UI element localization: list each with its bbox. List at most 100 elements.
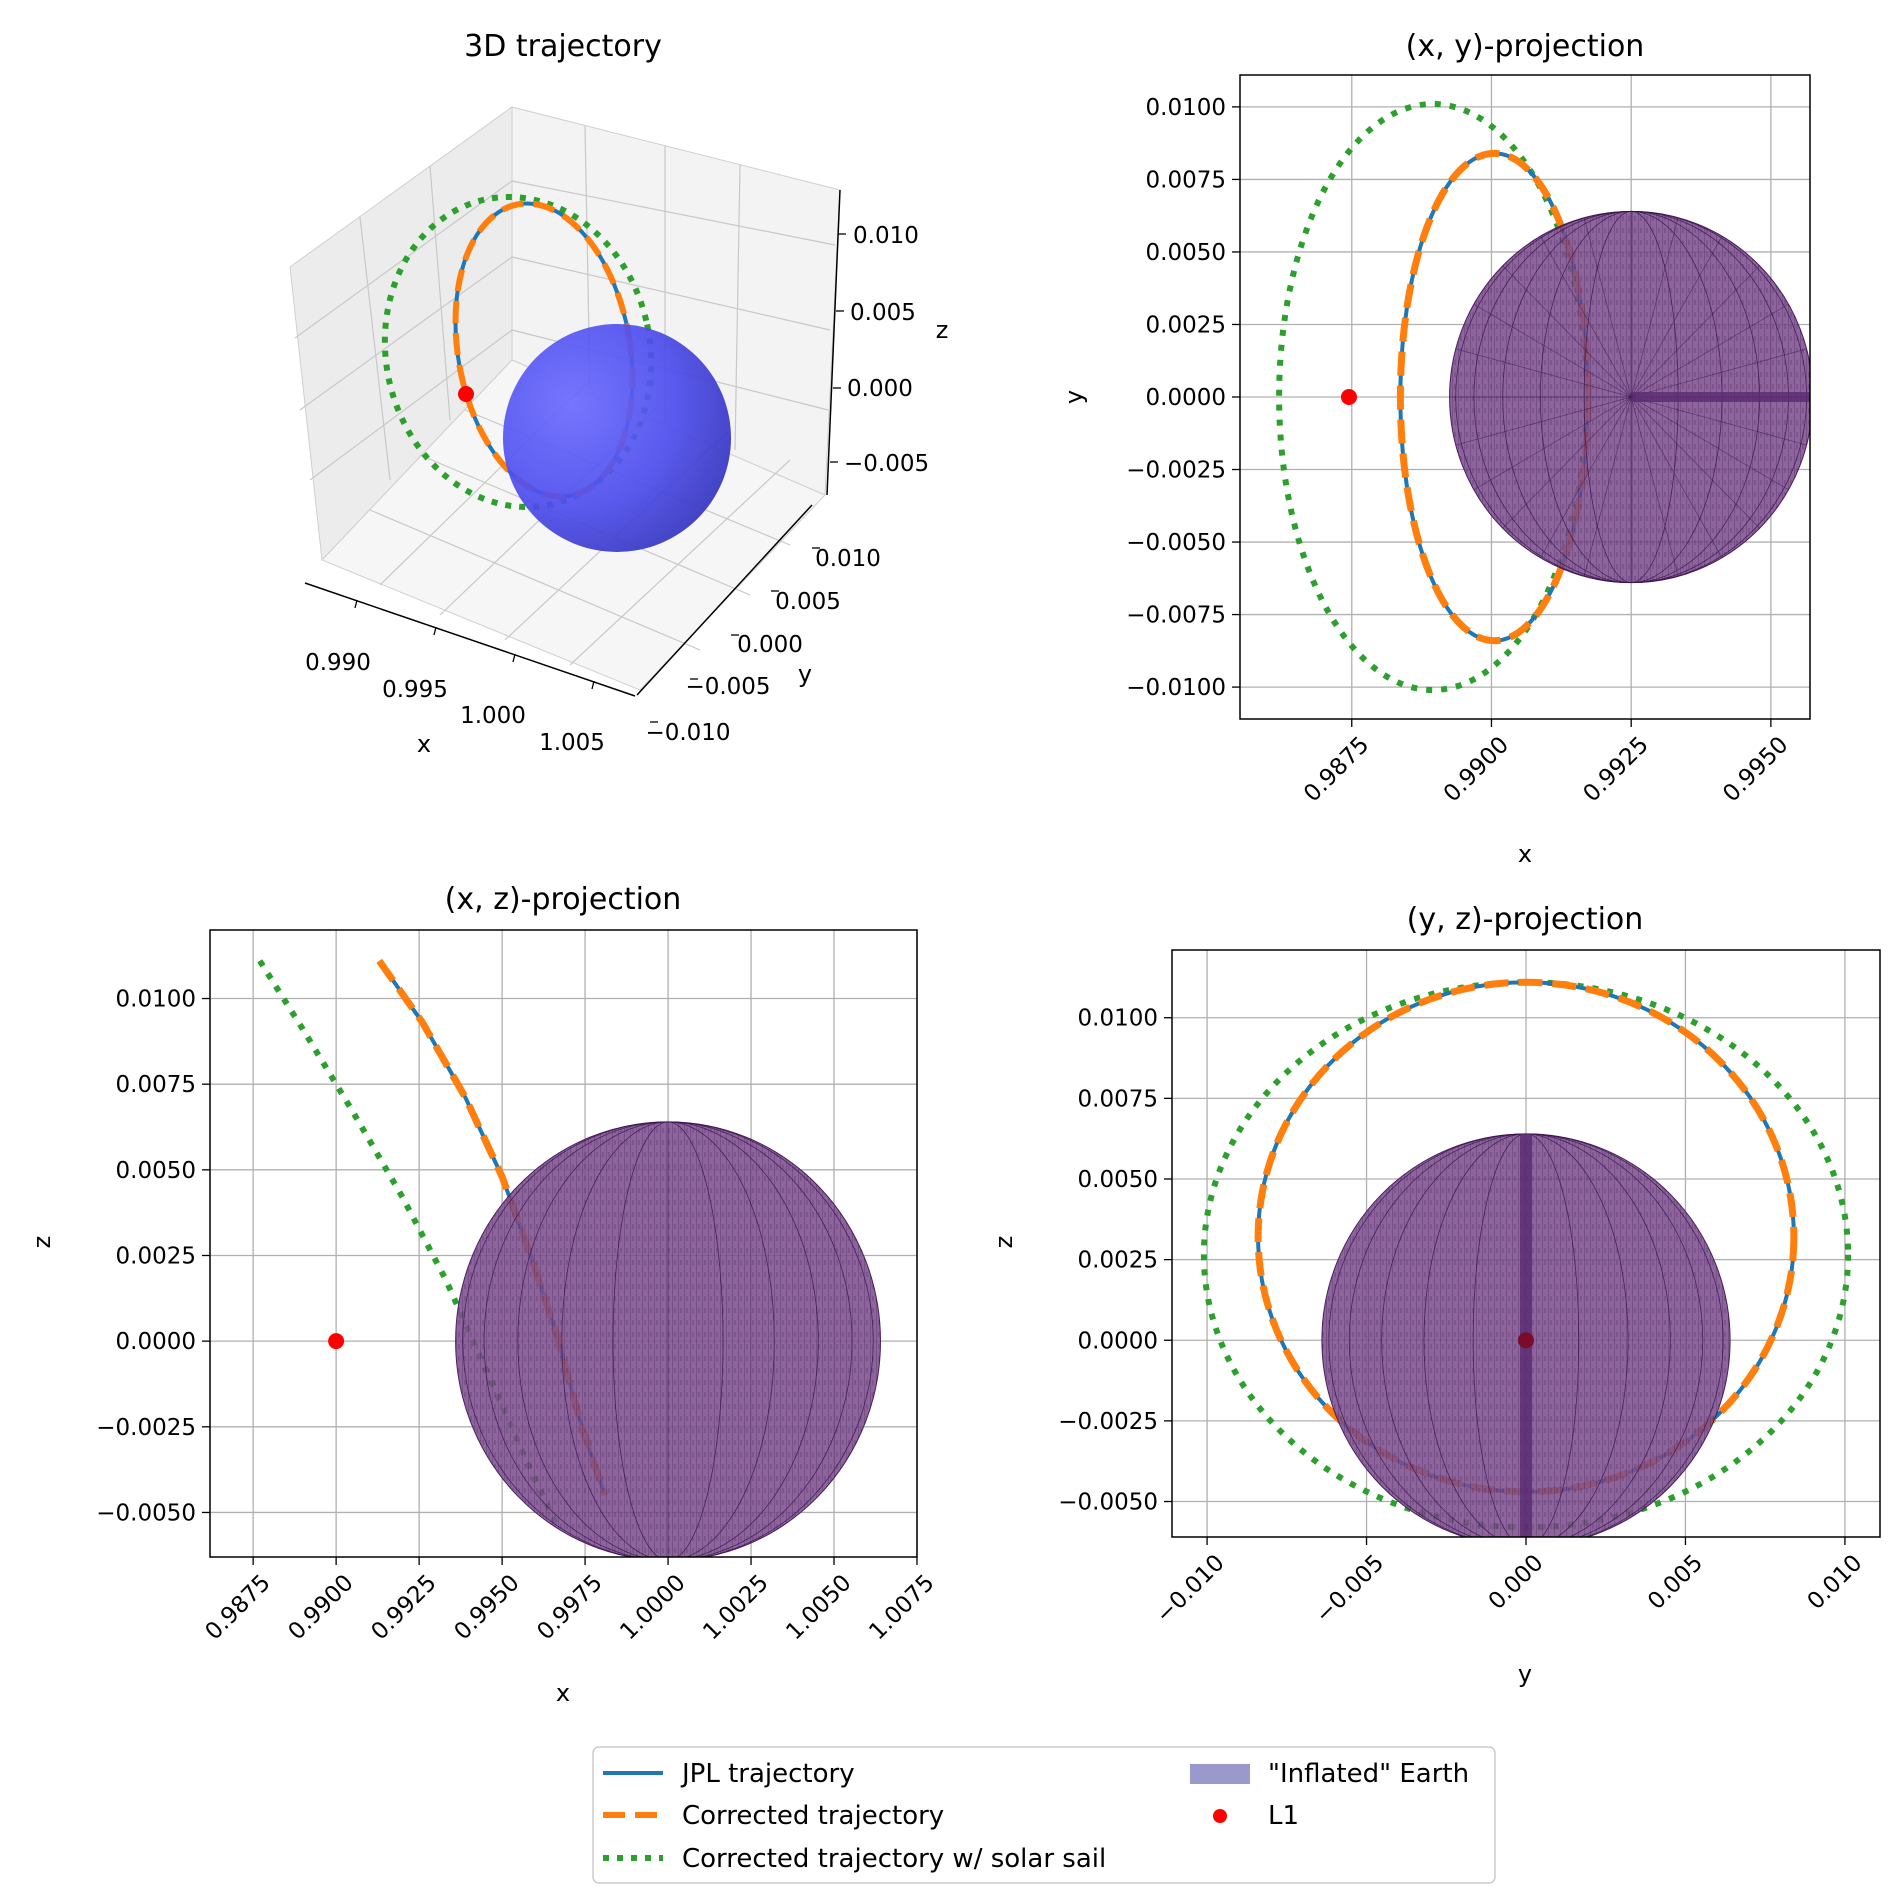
xz-x-tick-label: 1.0025 xyxy=(698,1570,773,1645)
panel-xy-title: (x, y)-projection xyxy=(1406,29,1645,64)
3d-y-tick: 0.010 xyxy=(815,546,881,572)
3d-x-tick: 0.995 xyxy=(382,677,448,703)
panel-xz-x-label: x xyxy=(556,1679,570,1707)
xz-y-tick-label: −0.0050 xyxy=(96,1500,196,1526)
legend: JPL trajectory Corrected trajectory Corr… xyxy=(592,1746,1496,1884)
3d-z-axis xyxy=(826,189,841,496)
xz-y-tick-label: 0.0100 xyxy=(116,987,196,1013)
xz-x-tick-label: 1.0000 xyxy=(615,1570,690,1645)
xy-y-tick-label: 0.0025 xyxy=(1146,312,1226,338)
xy-earth-mesh xyxy=(1630,396,1789,491)
xz-earth-mesh xyxy=(462,1121,874,1557)
panel-xy-projection: (x, y)-projection x y 0.9875 0.9900 0.9925… xyxy=(1060,29,1811,868)
panel-yz-x-label: y xyxy=(1518,1660,1532,1688)
xy-earth-mesh xyxy=(1630,396,1723,558)
xy-l1-marker xyxy=(1340,389,1357,405)
3d-y-axis xyxy=(636,504,813,696)
xy-earth-mesh xyxy=(1630,396,1760,529)
xy-earth-mesh xyxy=(1455,348,1632,398)
yz-l1-marker xyxy=(1518,1332,1534,1349)
3d-x-tick: 0.990 xyxy=(305,650,371,676)
xz-x-tick-label: 0.9900 xyxy=(283,1570,358,1645)
xy-x-tick-label: 0.9875 xyxy=(1299,732,1374,807)
3d-earth-sphere xyxy=(503,324,731,552)
xy-y-tick-label: −0.0075 xyxy=(1126,603,1226,629)
xy-earth-mesh xyxy=(1631,396,1807,446)
xy-earth-mesh xyxy=(1502,396,1632,529)
legend-swatch-earth xyxy=(1190,1764,1250,1784)
panel-xy-x-label: x xyxy=(1518,840,1532,868)
xy-earth-seam xyxy=(1631,392,1810,402)
xy-earth-mesh xyxy=(1631,348,1807,398)
3d-z-tick: 0.000 xyxy=(847,376,913,402)
panel-xz-title: (x, z)-projection xyxy=(445,882,682,917)
legend-label-earth: "Inflated" Earth xyxy=(1268,1759,1469,1789)
xy-y-tick-label: 0.0000 xyxy=(1146,385,1226,411)
yz-x-tick-label: 0.010 xyxy=(1803,1550,1868,1615)
legend-label-corrected: Corrected trajectory xyxy=(682,1801,944,1831)
yz-x-tick-label: −0.005 xyxy=(1311,1550,1390,1629)
legend-label-l1: L1 xyxy=(1268,1801,1299,1831)
xy-earth-mesh xyxy=(1583,396,1632,577)
xz-y-tick-label: 0.0075 xyxy=(116,1072,196,1098)
panel-yz-projection: (y, z)-projection y z −0.010 −0.005 0.000 0… xyxy=(990,902,1881,1688)
xy-x-tick-label: 0.9900 xyxy=(1439,732,1514,807)
3d-x-label: x xyxy=(417,730,431,758)
xy-earth-mesh xyxy=(1583,217,1632,398)
3d-x-tick: 1.005 xyxy=(539,730,605,756)
xy-earth-mesh xyxy=(1473,396,1632,491)
3d-z-tick: 0.010 xyxy=(853,223,919,249)
xz-plot-area xyxy=(257,958,881,1557)
panel-yz-title: (y, z)-projection xyxy=(1407,902,1644,937)
xy-earth-mesh xyxy=(1540,396,1632,558)
3d-y-tick: 0.000 xyxy=(737,632,803,658)
3d-z-tick: −0.005 xyxy=(844,451,929,477)
panel-3d-title: 3D trajectory xyxy=(464,29,662,64)
yz-y-tick-label: 0.0000 xyxy=(1078,1328,1158,1354)
xz-l1-marker xyxy=(328,1333,345,1350)
xz-axes-frame xyxy=(209,929,918,1558)
xy-earth-mesh xyxy=(1502,265,1632,398)
panel-xz-projection: (x, z)-projection x z 0.9875 0.9900 0.9925… xyxy=(28,882,940,1707)
3d-y-tick: 0.005 xyxy=(775,589,841,615)
yz-x-tick-label: −0.010 xyxy=(1151,1550,1230,1629)
xy-x-tick-label: 0.9925 xyxy=(1579,732,1654,807)
panel-xz-y-label: z xyxy=(28,1236,56,1249)
yz-y-tick-label: −0.0050 xyxy=(1058,1490,1158,1516)
xy-earth-mesh xyxy=(1540,236,1632,398)
yz-plot-area xyxy=(1200,978,1852,1537)
legend-label-jpl: JPL trajectory xyxy=(680,1759,855,1789)
3d-y-label: y xyxy=(798,660,812,688)
panel-yz-y-label: z xyxy=(990,1236,1018,1249)
xy-earth-mesh xyxy=(1630,236,1723,398)
panel-3d: 3D trajectory xyxy=(289,29,949,758)
xy-earth-mesh xyxy=(1455,396,1632,446)
3d-x-tick: 1.000 xyxy=(460,703,526,729)
xz-y-tick-label: 0.0025 xyxy=(116,1243,196,1269)
3d-z-tick: 0.005 xyxy=(850,300,916,326)
yz-x-tick-label: 0.000 xyxy=(1484,1550,1549,1615)
yz-y-tick-label: 0.0050 xyxy=(1078,1167,1158,1193)
yz-y-tick-label: 0.0100 xyxy=(1078,1006,1158,1032)
3d-l1-marker xyxy=(458,386,474,402)
xy-earth-mesh xyxy=(1473,303,1632,398)
xy-y-tick-label: 0.0100 xyxy=(1146,95,1226,121)
3d-y-tick: −0.010 xyxy=(645,720,730,746)
xz-y-tick-label: 0.0050 xyxy=(116,1158,196,1184)
legend-swatch-l1 xyxy=(1213,1809,1227,1823)
xz-x-tick-label: 1.0050 xyxy=(781,1570,856,1645)
3d-y-tick: −0.005 xyxy=(685,674,770,700)
xy-y-tick-label: −0.0100 xyxy=(1126,675,1226,701)
yz-y-tick-label: 0.0075 xyxy=(1078,1086,1158,1112)
xz-x-tick-label: 0.9875 xyxy=(200,1570,275,1645)
xz-y-tick-label: −0.0025 xyxy=(96,1415,196,1441)
xy-plot-area xyxy=(1276,101,1810,693)
xz-y-tick-label: 0.0000 xyxy=(116,1329,196,1355)
xz-x-tick-label: 1.0075 xyxy=(864,1570,939,1645)
yz-y-tick-label: 0.0025 xyxy=(1078,1248,1158,1274)
3d-z-label: z xyxy=(936,316,949,344)
yz-x-tick-label: 0.005 xyxy=(1643,1550,1708,1615)
xy-x-tick-label: 0.9950 xyxy=(1718,732,1793,807)
xy-earth-mesh xyxy=(1630,396,1679,577)
